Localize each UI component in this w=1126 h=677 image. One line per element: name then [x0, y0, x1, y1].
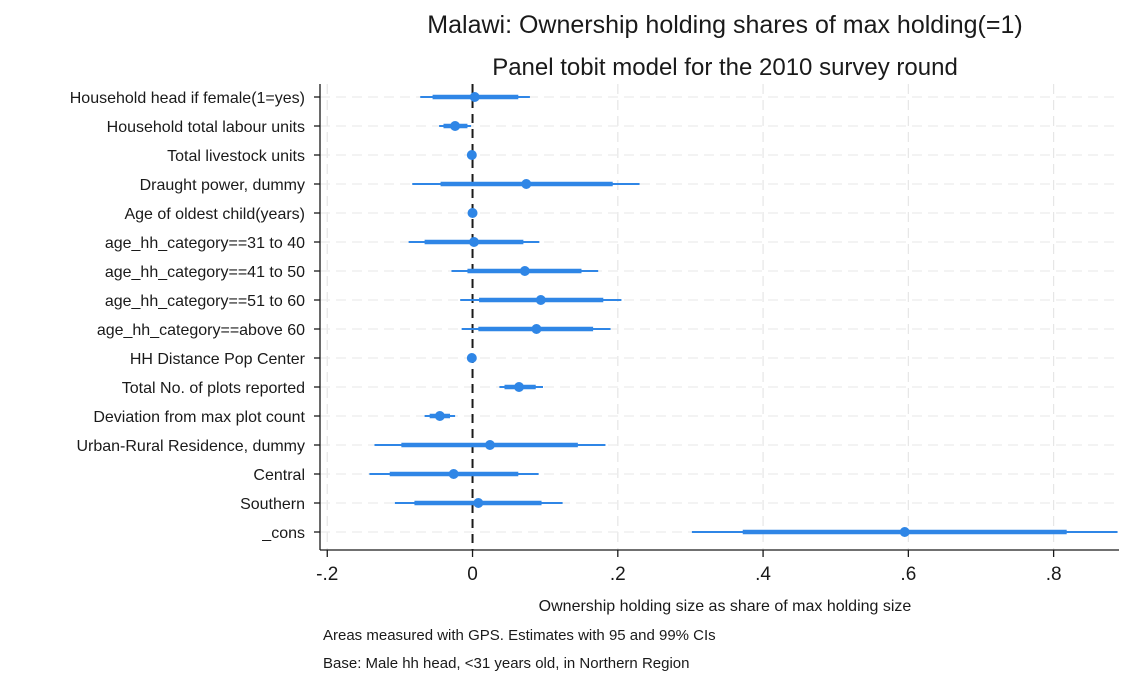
point-estimate: [466, 150, 477, 160]
y-tick-label: Total livestock units: [167, 148, 305, 165]
point-estimate: [468, 237, 479, 247]
x-tick-label: 0: [467, 564, 478, 585]
y-tick-label: HH Distance Pop Center: [130, 351, 306, 368]
point-estimate: [519, 266, 530, 276]
y-tick-label: Urban-Rural Residence, dummy: [76, 438, 305, 455]
y-tick-label: age_hh_category==31 to 40: [105, 235, 305, 252]
point-estimate: [469, 92, 480, 102]
y-tick-label: Deviation from max plot count: [93, 409, 305, 426]
y-tick-label: Household total labour units: [107, 119, 305, 136]
x-tick-label: .4: [755, 564, 771, 585]
point-estimate: [531, 324, 542, 334]
point-estimate: [535, 295, 546, 305]
y-tick-label: _cons: [261, 525, 305, 542]
point-estimate: [521, 179, 532, 189]
point-estimate: [450, 121, 461, 131]
y-tick-label: age_hh_category==above 60: [97, 322, 305, 339]
x-tick-label: .2: [610, 564, 626, 585]
point-estimate: [484, 440, 495, 450]
x-tick-label: .8: [1046, 564, 1062, 585]
grid-layer: [320, 84, 1119, 550]
x-tick-label: -.2: [316, 564, 338, 585]
y-tick-label: Household head if female(1=yes): [70, 90, 305, 107]
note-line-2: Base: Male hh head, <31 years old, in No…: [323, 655, 689, 672]
point-estimate: [467, 208, 478, 218]
y-tick-label: Draught power, dummy: [140, 177, 305, 194]
marks-layer: [369, 92, 1118, 537]
x-axis-label: Ownership holding size as share of max h…: [539, 598, 912, 615]
point-estimate: [899, 527, 910, 537]
point-estimate: [514, 382, 525, 392]
y-tick-label: Age of oldest child(years): [124, 206, 305, 223]
note-line-1: Areas measured with GPS. Estimates with …: [323, 627, 716, 644]
y-tick-label: age_hh_category==51 to 60: [105, 293, 305, 310]
x-tick-label: .6: [900, 564, 916, 585]
chart-title: Malawi: Ownership holding shares of max …: [427, 11, 1022, 39]
point-estimate: [448, 469, 459, 479]
y-tick-label: age_hh_category==41 to 50: [105, 264, 305, 281]
point-estimate: [466, 353, 477, 363]
chart-subtitle: Panel tobit model for the 2010 survey ro…: [492, 54, 958, 81]
point-estimate: [434, 411, 445, 421]
y-tick-label: Southern: [240, 496, 305, 513]
y-tick-label: Total No. of plots reported: [122, 380, 305, 397]
y-tick-label: Central: [253, 467, 305, 484]
axis-layer: Household head if female(1=yes) Household…: [70, 84, 1119, 585]
point-estimate: [473, 498, 484, 508]
